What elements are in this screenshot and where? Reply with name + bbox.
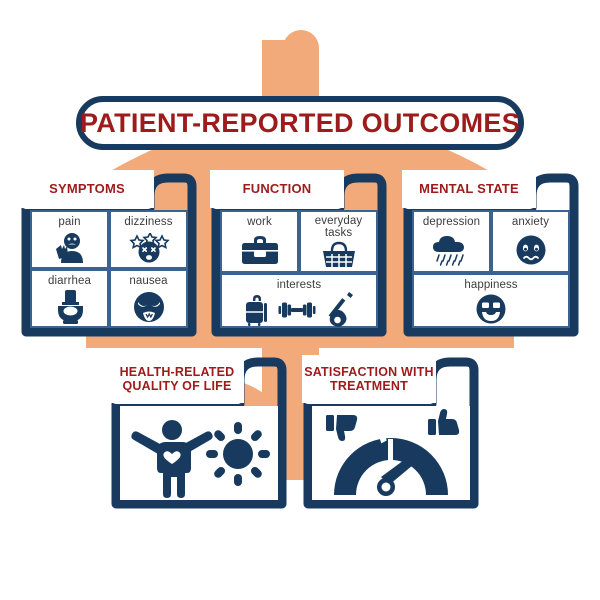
gauge-icon — [334, 425, 448, 496]
panel-hrqol[interactable]: HEALTH-RELATED QUALITY OF LIFE — [108, 352, 290, 512]
cell-diarrhea-label: diarrhea — [48, 275, 91, 287]
panel-satisfaction-title-line2: TREATMENT — [330, 379, 408, 393]
guitar-icon — [328, 292, 353, 328]
nauseated-face-icon — [111, 287, 186, 326]
panel-satisfaction-title-line1: SATISFACTION WITH — [304, 365, 434, 379]
toilet-icon — [32, 287, 107, 326]
panel-mental-state-body: depression anxiety — [412, 210, 570, 328]
panel-symptoms-header: SYMPTOMS — [20, 170, 154, 208]
cell-pain-label: pain — [58, 216, 81, 228]
cell-happiness-label: happiness — [464, 279, 518, 291]
panel-symptoms[interactable]: SYMPTOMS pain — [18, 168, 200, 340]
cell-work[interactable]: work — [220, 210, 299, 273]
panel-hrqol-title-line2: QUALITY OF LIFE — [122, 379, 232, 393]
cell-everyday-tasks[interactable]: everyday tasks — [299, 210, 378, 273]
cell-nausea[interactable]: nausea — [109, 269, 188, 328]
dumbbell-icon — [278, 302, 316, 318]
cell-depression[interactable]: depression — [412, 210, 491, 273]
sun-icon — [206, 422, 270, 486]
cell-dizziness[interactable]: dizziness — [109, 210, 188, 269]
cell-pain[interactable]: pain — [30, 210, 109, 269]
cell-work-label: work — [247, 216, 272, 228]
cell-satisfaction[interactable] — [312, 406, 470, 500]
cell-happiness[interactable]: happiness — [412, 273, 570, 328]
panel-satisfaction[interactable]: SATISFACTION WITH TREATMENT — [300, 352, 482, 512]
happy-face-icon — [414, 291, 568, 326]
thumbs-up-icon — [428, 409, 460, 435]
panel-function-title: FUNCTION — [242, 180, 312, 196]
suitcase-dumbbell-guitar-icon — [222, 291, 376, 328]
panel-satisfaction-header: SATISFACTION WITH TREATMENT — [302, 355, 436, 403]
page-title: PATIENT-REPORTED OUTCOMES — [76, 96, 524, 150]
panel-mental-state-header: MENTAL STATE — [402, 170, 536, 208]
pain-person-icon — [32, 228, 107, 267]
cell-hrqol[interactable] — [120, 406, 278, 500]
shopping-basket-icon — [301, 240, 376, 271]
anxious-face-icon — [493, 228, 568, 271]
panel-mental-state[interactable]: MENTAL STATE depression — [400, 168, 582, 340]
thumbs-gauge-icon — [312, 406, 470, 500]
cell-interests-label: interests — [276, 279, 322, 291]
cell-diarrhea[interactable]: diarrhea — [30, 269, 109, 328]
suitcase-icon — [246, 295, 267, 327]
panel-function-body: work everyday tasks — [220, 210, 378, 328]
cell-depression-label: depression — [422, 216, 481, 228]
cell-anxiety-label: anxiety — [511, 216, 550, 228]
panel-function-header: FUNCTION — [210, 170, 344, 208]
briefcase-icon — [222, 228, 297, 271]
dizzy-face-icon — [111, 228, 186, 267]
panel-hrqol-header: HEALTH-RELATED QUALITY OF LIFE — [110, 355, 244, 403]
panel-mental-state-title: MENTAL STATE — [419, 180, 519, 196]
cell-interests[interactable]: interests — [220, 273, 378, 328]
page-title-text: PATIENT-REPORTED OUTCOMES — [80, 107, 521, 138]
thumbs-down-icon — [326, 415, 358, 441]
panel-function[interactable]: FUNCTION work everyday tasks — [208, 168, 390, 340]
panel-satisfaction-body — [312, 406, 470, 500]
cell-anxiety[interactable]: anxiety — [491, 210, 570, 273]
panel-symptoms-body: pain dizzi — [30, 210, 188, 328]
panel-hrqol-title-line1: HEALTH-RELATED — [119, 365, 235, 379]
cell-everyday-tasks-label: everyday tasks — [314, 215, 363, 240]
panel-symptoms-title: SYMPTOMS — [49, 180, 125, 196]
person-heart-sun-icon — [120, 406, 278, 500]
cell-dizziness-label: dizziness — [124, 216, 173, 228]
panel-hrqol-body — [120, 406, 278, 500]
cell-nausea-label: nausea — [129, 275, 168, 287]
rain-cloud-icon — [414, 228, 489, 271]
